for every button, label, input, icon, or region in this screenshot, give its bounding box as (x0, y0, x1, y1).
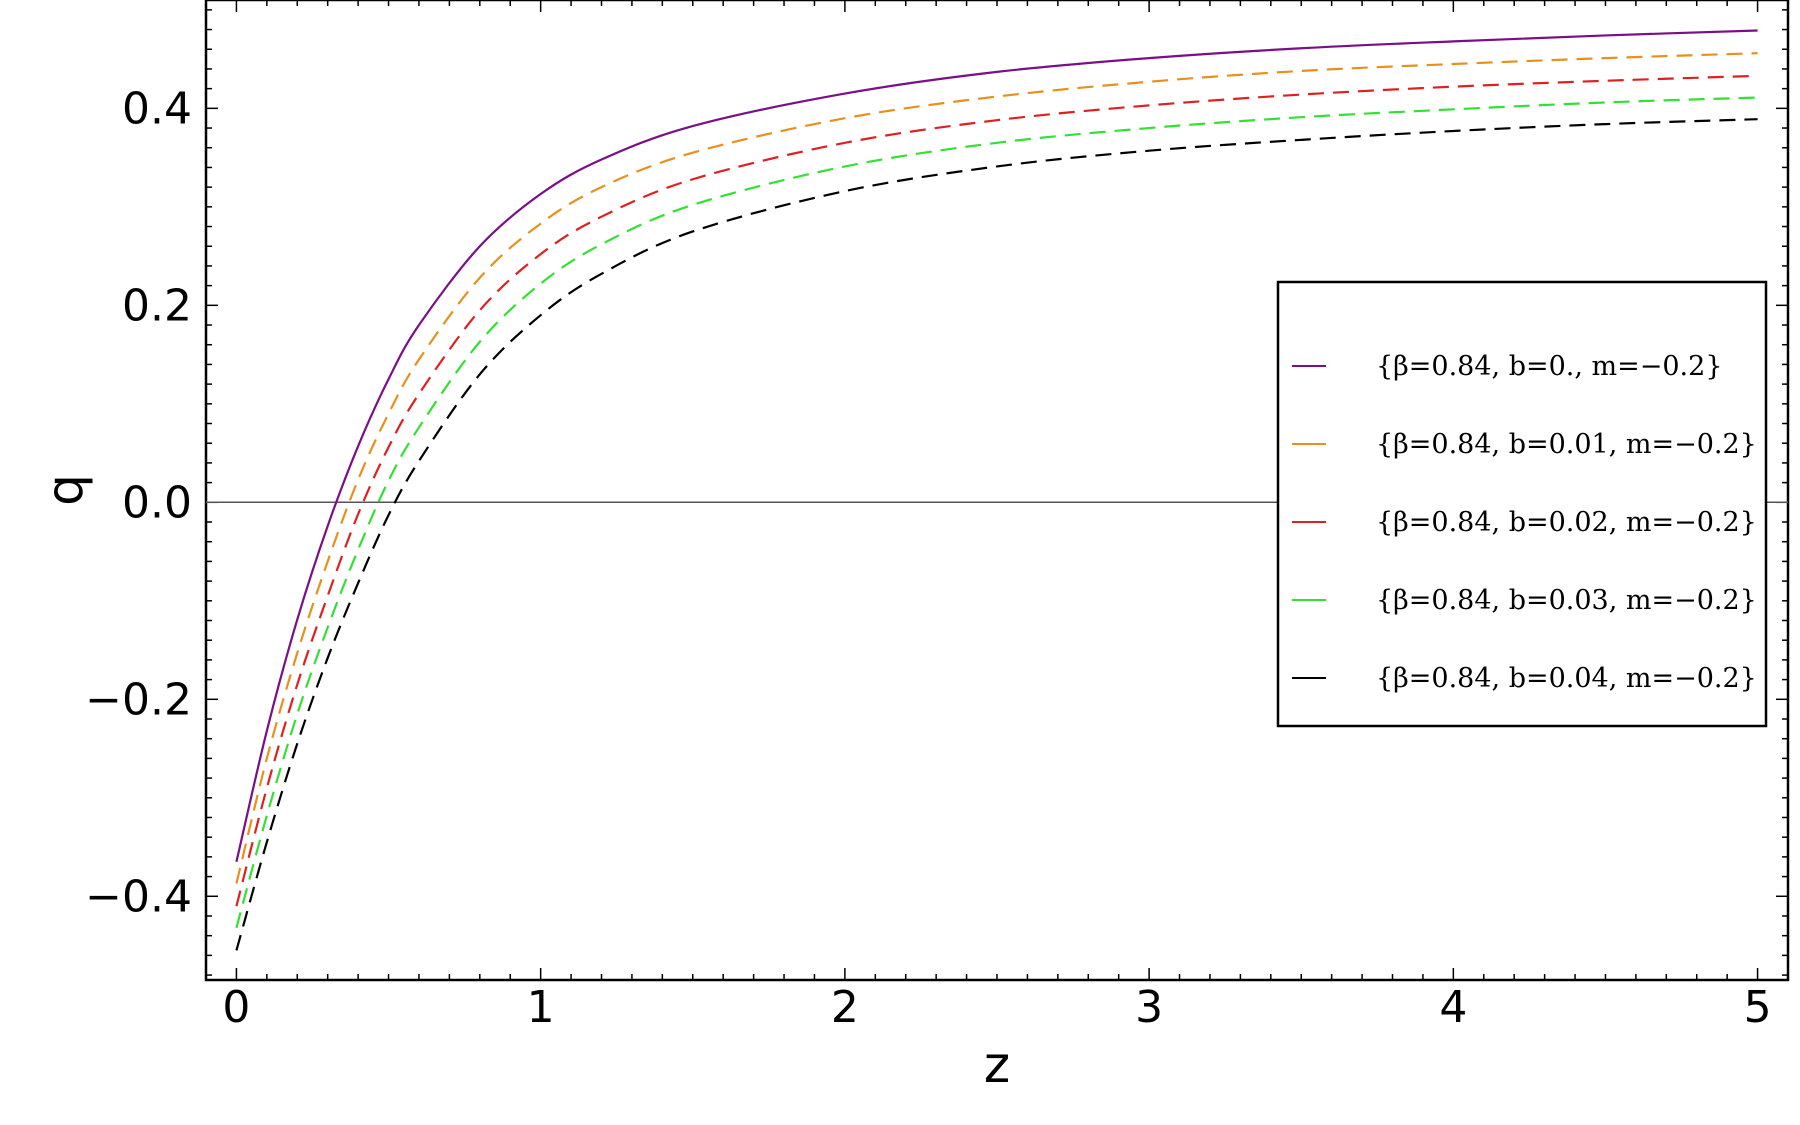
series-line-3 (235, 96, 1758, 929)
legend-label-2: {β=0.84, b=0.02, m=−0.2} (1376, 507, 1757, 538)
legend-label-0: {β=0.84, b=0., m=−0.2} (1376, 351, 1723, 382)
legend: {β=0.84, b=0., m=−0.2} {β=0.84, b=0.01, m… (1276, 280, 1768, 728)
series-line-4 (235, 118, 1758, 951)
y-tick-label: 0.2 (122, 280, 192, 331)
x-tick-label: 0 (222, 982, 250, 1033)
y-axis-label: q (36, 474, 94, 506)
x-tick-label: 5 (1744, 982, 1772, 1033)
series-lines (235, 29, 1758, 951)
legend-label-1: {β=0.84, b=0.01, m=−0.2} (1376, 429, 1757, 460)
x-tick-label: 1 (527, 982, 555, 1033)
y-tick-label: −0.4 (85, 871, 192, 922)
legend-label-3: {β=0.84, b=0.03, m=−0.2} (1376, 585, 1757, 616)
series-line-2 (235, 74, 1758, 907)
x-tick-label: 3 (1135, 982, 1163, 1033)
legend-label-4: {β=0.84, b=0.04, m=−0.2} (1376, 663, 1757, 694)
series-line-1 (235, 52, 1758, 884)
ticks (205, 0, 1789, 980)
y-tick-label: −0.2 (85, 674, 192, 725)
y-tick-label: 0.4 (122, 83, 192, 134)
x-tick-label: 2 (831, 982, 859, 1033)
series-line-0 (235, 29, 1758, 863)
tick-labels: 0 1 2 3 4 5 −0.4 −0.2 0.0 0.2 0.4 (85, 83, 1771, 1033)
x-axis-label: z (984, 1036, 1010, 1094)
legend-box (1276, 280, 1768, 728)
y-tick-label: 0.0 (122, 477, 192, 528)
x-tick-label: 4 (1439, 982, 1467, 1033)
